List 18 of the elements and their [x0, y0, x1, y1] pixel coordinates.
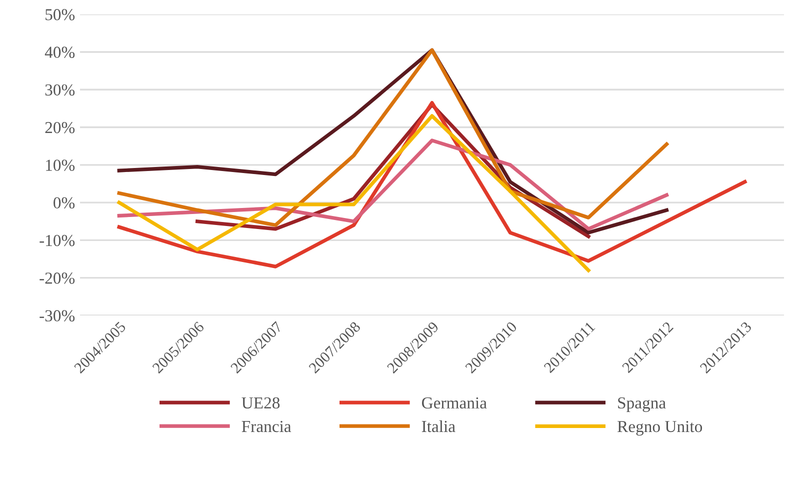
y-tick-label: 50%	[46, 9, 75, 20]
y-tick-label: -10%	[40, 234, 75, 246]
y-tick-label: 0%	[54, 197, 75, 209]
y-tick-label: -30%	[40, 310, 75, 322]
legend-label: UE28	[242, 397, 280, 409]
y-tick-label: 30%	[45, 84, 75, 96]
y-tick-label: 40%	[44, 46, 75, 58]
y-tick-label: -20%	[40, 272, 75, 284]
y-tick-label: 20%	[45, 122, 75, 134]
legend-label: Francia	[242, 420, 292, 432]
line-series	[117, 114, 590, 272]
legend-label: Italia	[422, 420, 456, 432]
line-series	[117, 100, 747, 268]
y-tick-label: 10%	[46, 160, 75, 171]
legend-label: Germania	[422, 397, 487, 409]
legend-label: Regno Unito	[618, 420, 702, 436]
legend-label: Spagna	[618, 397, 666, 412]
line-series	[117, 138, 668, 231]
